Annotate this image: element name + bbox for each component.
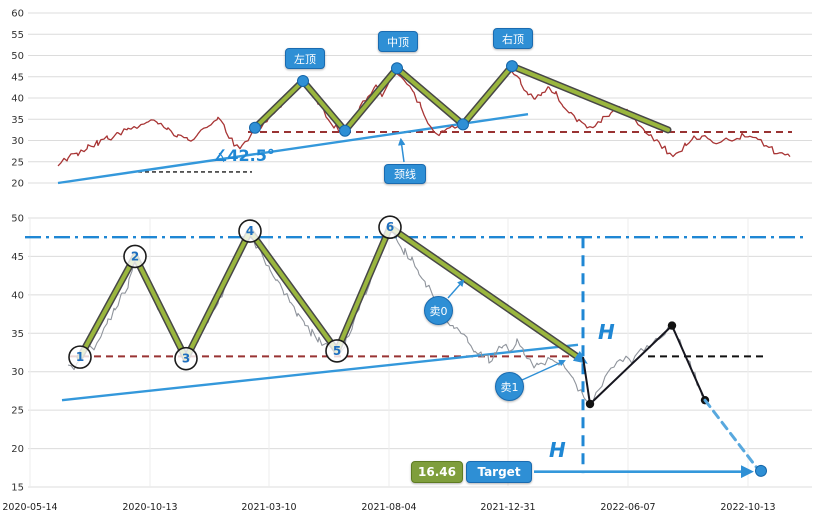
x-tick-label: 2021-12-31 [480,502,535,513]
trendline-top [57,112,529,185]
y-tick-label-top: 45 [11,72,24,83]
peak-dot [391,62,403,75]
target-value-box: 16.46 [411,461,463,483]
label-left-top: 左顶 [285,48,325,69]
numbered-circle-label: 5 [333,344,341,358]
numbered-circle [68,345,92,369]
label-mid-top: 中顶 [378,31,418,52]
y-tick-label-bottom: 30 [11,367,24,378]
label-sell0: 卖0 [424,296,453,325]
y-tick-label-top: 25 [11,157,24,168]
y-tick-label-bottom: 15 [11,483,24,494]
target-dot [755,464,767,477]
label-sell1: 卖1 [495,372,524,401]
y-tick-label-top: 35 [11,115,24,126]
numbered-circle-label: 6 [386,220,394,234]
sell0-arrow [447,279,465,299]
y-tick-label-bottom: 40 [11,290,24,301]
label-h-upper: H [598,320,615,344]
peak-dot [249,121,261,134]
sell1-arrow [521,359,566,381]
numbered-circle [238,219,262,243]
numbered-circle [123,244,147,269]
numbered-circle [174,346,198,371]
angle-annotation: ∡42.5° [213,146,275,165]
numbered-circle-label: 3 [182,352,190,366]
x-tick-label: 2021-08-04 [361,502,416,513]
label-neckline: 颈线 [384,164,426,184]
y-tick-label-top: 55 [11,30,24,41]
label-right-top: 右顶 [493,28,533,49]
y-tick-label-bottom: 45 [11,252,24,263]
numbered-circle-label: 2 [131,249,139,263]
measure-dot [585,399,595,409]
target-label-box: Target [466,461,532,483]
peak-dot [457,118,469,131]
y-tick-label-bottom: 25 [11,406,24,417]
y-tick-label-bottom: 35 [11,329,24,340]
measure-dot [667,321,677,330]
y-tick-label-top: 60 [11,9,24,20]
peak-dot [506,60,518,73]
projection-line [703,398,760,471]
x-tick-label: 2020-05-14 [2,502,57,513]
y-tick-label-bottom: 50 [11,214,24,225]
numbered-circle-label: 4 [246,224,254,238]
x-tick-label: 2020-10-13 [122,502,177,513]
neckline-pointer-arrow [397,137,406,163]
y-tick-label-top: 30 [11,136,24,147]
y-tick-label-bottom: 20 [11,444,24,455]
measure-path [582,324,706,405]
price-line-top [57,66,791,167]
x-tick-label: 2022-06-07 [600,502,655,513]
y-tick-label-top: 20 [11,179,24,190]
y-tick-label-top: 50 [11,51,24,62]
numbered-circle [325,339,349,363]
trendline-bottom [61,343,579,402]
x-tick-label: 2022-10-13 [720,502,775,513]
y-tick-label-top: 40 [11,94,24,105]
pattern-line-bottom [78,225,580,361]
numbered-circle [378,215,402,240]
numbered-circle-label: 1 [76,350,84,364]
label-h-lower: H [549,438,566,462]
peak-dot [339,124,351,137]
peak-dot [297,75,309,87]
x-tick-label: 2021-03-10 [241,502,296,513]
